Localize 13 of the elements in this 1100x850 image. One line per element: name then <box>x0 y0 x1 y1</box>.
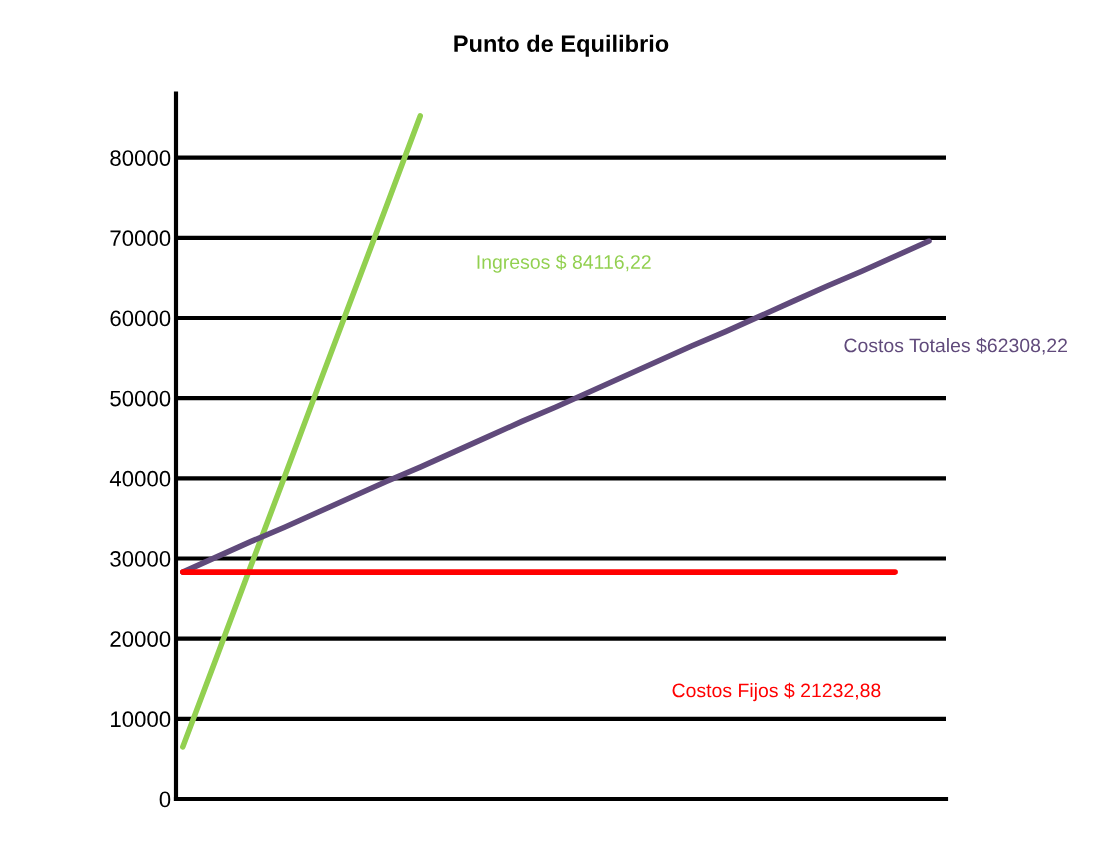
text: Ingresos $ 84116,22 <box>477 254 651 273</box>
y-tick-label: 30000 <box>110 551 171 567</box>
y-tick-label: 0 <box>159 791 171 808</box>
y-tick-label: 40000 <box>109 470 171 487</box>
y-tick-label: 80000 <box>110 150 171 166</box>
y-tick-label: 50000 <box>110 390 171 407</box>
chart-title: Punto de Equilibrio <box>454 34 669 57</box>
y-tick-label: 10000 <box>111 711 171 728</box>
text: Costos Totales $62308,22 <box>844 337 1067 355</box>
y-tick-label: 70000 <box>110 230 171 247</box>
y-tick-label: 60000 <box>110 310 171 327</box>
y-tick-label: 20000 <box>110 631 171 647</box>
text: Costos Fijos $ 21232,88 <box>672 682 881 702</box>
